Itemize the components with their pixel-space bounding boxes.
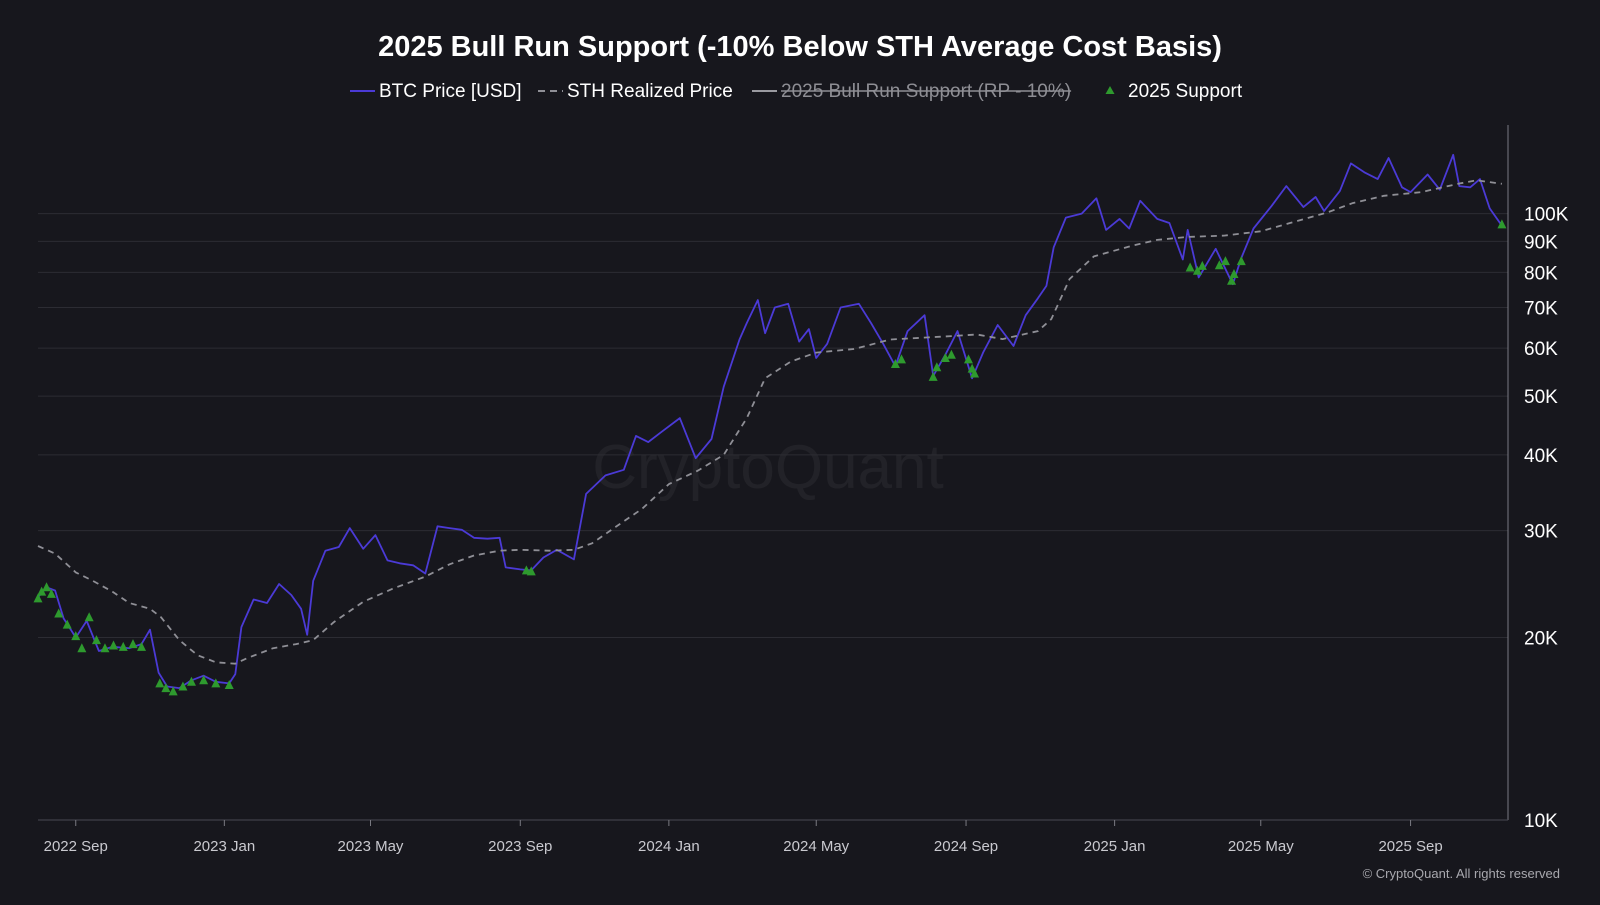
y-tick-label: 10K xyxy=(1524,811,1558,832)
support-marker xyxy=(137,641,147,651)
support-marker xyxy=(155,678,165,688)
support-marker xyxy=(1185,262,1195,272)
legend-sth-label: STH Realized Price xyxy=(567,81,733,102)
legend-item-2025-support[interactable]: 2025 Support xyxy=(1105,81,1243,102)
support-marker xyxy=(896,354,906,364)
x-tick-label: 2024 Jan xyxy=(638,838,700,855)
sth-realized-price-line xyxy=(37,179,1503,665)
x-tick-label: 2023 Sep xyxy=(488,838,552,855)
x-tick-label: 2024 Sep xyxy=(934,838,998,855)
legend-item-btc-price[interactable]: BTC Price [USD] xyxy=(350,81,522,102)
support-marker xyxy=(1214,260,1224,270)
support-marker xyxy=(199,675,209,685)
legend-item-bull-run-support[interactable]: 2025 Bull Run Support (RP - 10%) xyxy=(752,81,1072,102)
support-marker xyxy=(1229,269,1239,279)
marker-layer xyxy=(33,219,1507,696)
watermark: CryptoQuant xyxy=(592,433,944,502)
support-marker xyxy=(970,368,980,378)
support-marker xyxy=(168,686,178,696)
y-tick-label: 60K xyxy=(1524,339,1558,360)
support-marker xyxy=(940,352,950,362)
copyright-text: © CryptoQuant. All rights reserved xyxy=(1363,866,1560,881)
support-marker xyxy=(100,643,110,653)
support-marker xyxy=(128,639,138,649)
support-marker xyxy=(1220,256,1230,266)
support-marker xyxy=(71,631,81,641)
support-marker xyxy=(77,643,87,653)
y-tick-label: 50K xyxy=(1524,387,1558,408)
support-marker xyxy=(1497,219,1507,229)
support-marker xyxy=(963,354,973,364)
support-marker xyxy=(178,681,188,691)
support-marker xyxy=(526,566,536,576)
x-tick-label: 2023 May xyxy=(338,838,404,855)
support-marker xyxy=(62,619,72,629)
x-tick-label: 2025 Jan xyxy=(1084,838,1146,855)
chart-title: 2025 Bull Run Support (-10% Below STH Av… xyxy=(378,31,1222,63)
support-marker xyxy=(186,676,196,686)
y-tick-label: 70K xyxy=(1524,299,1558,320)
x-tick-label: 2025 Sep xyxy=(1378,838,1442,855)
support-marker xyxy=(46,588,56,598)
axes-layer: 10K 20K 30K 40K 50K 60K 70K 80K 90K 100K 2022 Sep 2… xyxy=(38,125,1569,855)
btc-price-line xyxy=(37,153,1503,689)
support-marker xyxy=(37,586,47,596)
series-layer xyxy=(37,153,1503,689)
legend-2025-support-label: 2025 Support xyxy=(1128,81,1243,102)
y-tick-label: 30K xyxy=(1524,522,1558,543)
support-marker xyxy=(33,593,43,603)
support-marker xyxy=(161,683,171,693)
support-marker xyxy=(109,640,119,650)
support-marker xyxy=(928,371,938,381)
y-tick-label: 80K xyxy=(1524,263,1558,284)
legend-btc-label: BTC Price [USD] xyxy=(379,81,522,102)
support-marker xyxy=(1227,275,1237,285)
support-marker xyxy=(84,612,94,622)
support-marker xyxy=(1197,260,1207,270)
legend-triangle-icon xyxy=(1105,86,1115,94)
support-marker xyxy=(224,679,234,689)
x-tick-label: 2024 May xyxy=(783,838,849,855)
y-tick-label: 40K xyxy=(1524,446,1558,467)
legend: BTC Price [USD] STH Realized Price 2025 … xyxy=(350,81,1243,102)
support-marker xyxy=(91,635,101,645)
support-marker xyxy=(946,349,956,359)
support-marker xyxy=(118,641,128,651)
x-tick-label: 2025 May xyxy=(1228,838,1294,855)
legend-item-sth-realized-price[interactable]: STH Realized Price xyxy=(538,81,733,102)
y-tick-label: 100K xyxy=(1524,205,1569,226)
support-marker xyxy=(1192,265,1202,275)
support-marker xyxy=(211,678,221,688)
support-marker xyxy=(42,582,52,592)
grid-layer xyxy=(38,213,1508,638)
support-marker xyxy=(1236,256,1246,266)
support-marker xyxy=(932,362,942,372)
support-marker xyxy=(890,358,900,368)
support-marker xyxy=(54,608,64,618)
x-tick-label: 2022 Sep xyxy=(44,838,108,855)
y-tick-label: 20K xyxy=(1524,628,1558,649)
x-tick-label: 2023 Jan xyxy=(193,838,255,855)
y-tick-label: 90K xyxy=(1524,232,1558,253)
